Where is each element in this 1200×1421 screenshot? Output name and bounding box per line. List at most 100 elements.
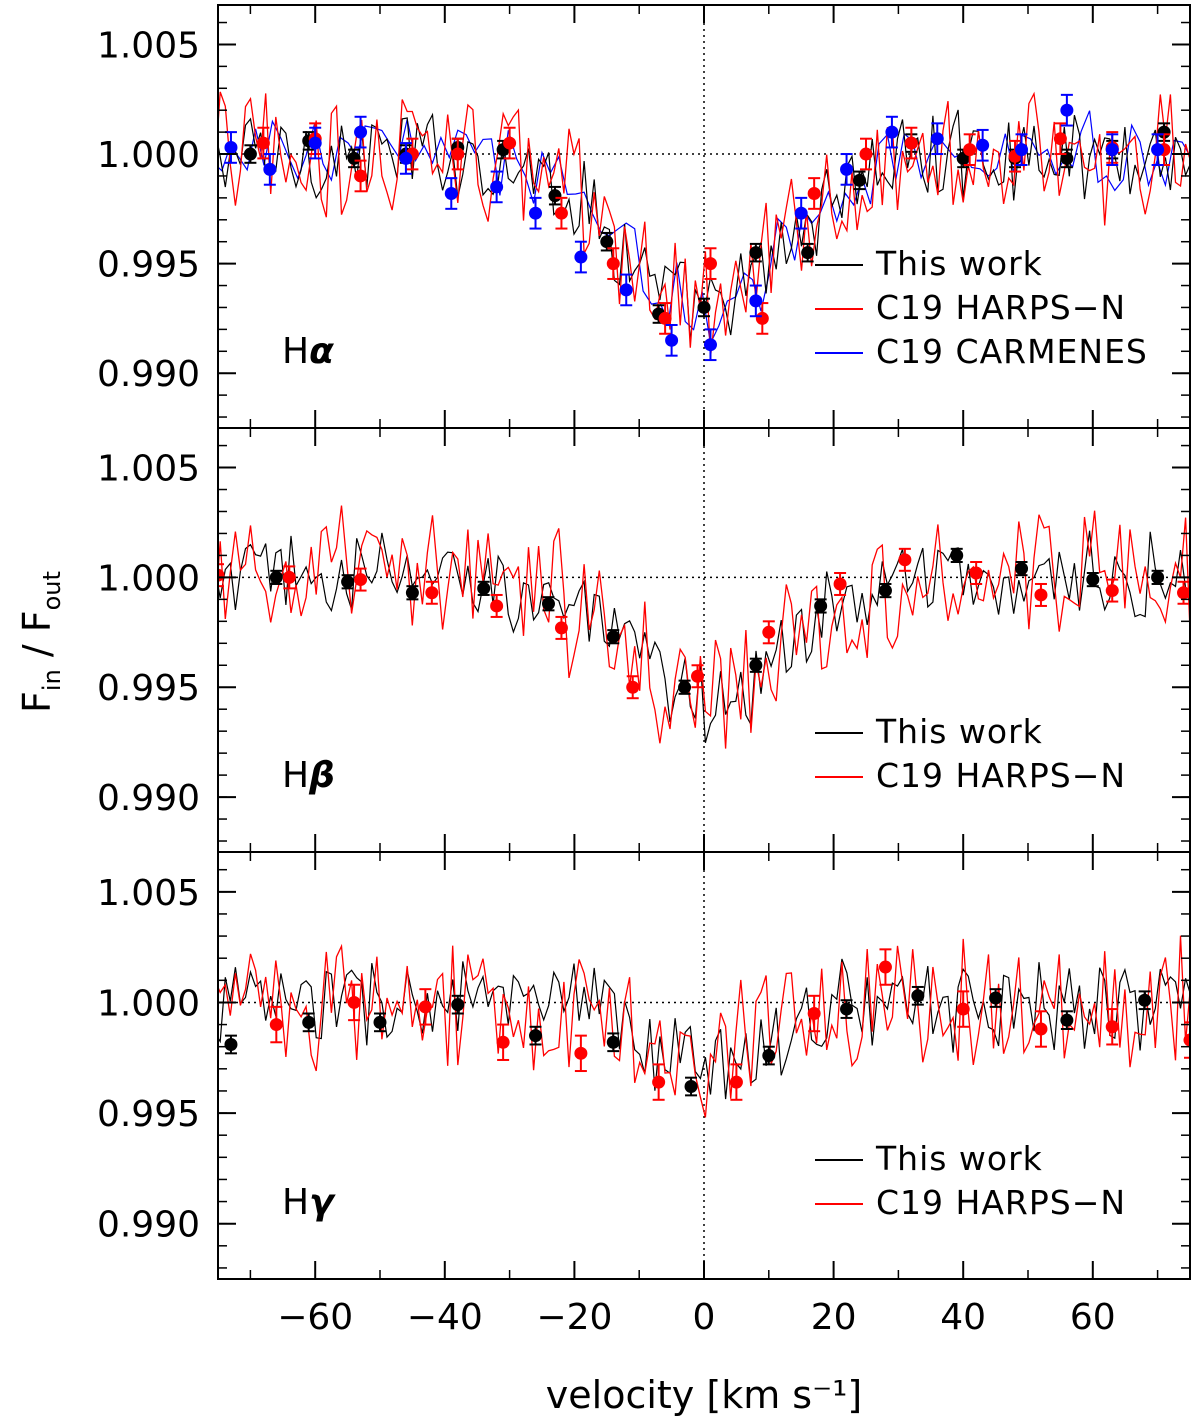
data-point-carmenes xyxy=(224,140,238,154)
data-point-harps-n xyxy=(256,136,270,150)
y-title-f2: F xyxy=(15,610,59,632)
x-tick-label: −20 xyxy=(536,1297,612,1338)
panel-label: Hγ xyxy=(282,1182,336,1223)
data-point-harps-n xyxy=(762,625,776,639)
data-point-carmenes xyxy=(840,162,854,176)
data-point-this-work xyxy=(678,680,692,694)
y-tick-label: 1.005 xyxy=(97,25,200,66)
data-point-carmenes xyxy=(529,206,543,220)
data-point-harps-n xyxy=(1053,132,1067,146)
data-point-carmenes xyxy=(444,186,458,200)
data-point-this-work xyxy=(405,586,419,600)
data-point-harps-n xyxy=(354,169,368,183)
data-point-this-work xyxy=(1060,1013,1074,1027)
data-point-harps-n xyxy=(652,1075,666,1089)
data-point-harps-n xyxy=(833,577,847,591)
data-point-this-work xyxy=(1151,570,1165,584)
data-point-carmenes xyxy=(885,125,899,139)
data-layer xyxy=(218,91,1190,362)
data-point-this-work xyxy=(814,599,828,613)
y-tick-label: 0.990 xyxy=(97,778,200,819)
x-tick-label: −40 xyxy=(407,1297,483,1338)
panel-label-h: H xyxy=(282,331,309,372)
data-point-this-work xyxy=(840,1002,854,1016)
y-axis-title: Fin / Fout xyxy=(15,571,66,713)
data-point-harps-n xyxy=(496,1035,510,1049)
legend-entry: This work xyxy=(875,712,1043,751)
legend-entry: This work xyxy=(875,244,1043,283)
data-point-this-work xyxy=(989,991,1003,1005)
data-point-harps-n xyxy=(626,680,640,694)
spectrum-line-harps-n xyxy=(218,91,1190,358)
data-point-this-work xyxy=(1086,573,1100,587)
y-title-sep: / xyxy=(15,632,59,669)
y-tick-label: 1.005 xyxy=(97,873,200,914)
panel-h-alpha: 0.990 0.995 1.000 1.005 Hα This work C19 HARPS… xyxy=(97,4,1191,429)
data-point-this-work xyxy=(243,147,257,161)
data-point-this-work xyxy=(1015,562,1029,576)
data-point-this-work xyxy=(950,548,964,562)
data-point-this-work xyxy=(477,581,491,595)
data-point-carmenes xyxy=(930,132,944,146)
data-point-this-work xyxy=(762,1049,776,1063)
data-point-this-work xyxy=(1157,125,1171,139)
data-point-carmenes xyxy=(1015,143,1029,157)
y-title-sub2: out xyxy=(38,571,66,610)
data-point-this-work xyxy=(749,246,763,260)
data-point-this-work xyxy=(1138,993,1152,1007)
data-point-harps-n xyxy=(1034,588,1048,602)
data-point-harps-n xyxy=(503,136,517,150)
data-point-harps-n xyxy=(218,568,225,582)
data-point-carmenes xyxy=(665,333,679,347)
data-point-harps-n xyxy=(807,186,821,200)
data-point-this-work xyxy=(684,1080,698,1094)
panel-h-beta: 0.990 0.995 1.000 1.005 Hβ This work C19 HARPS… xyxy=(97,427,1191,853)
data-point-carmenes xyxy=(703,338,717,352)
spectrum-line-this-work xyxy=(218,530,1190,743)
data-point-harps-n xyxy=(898,553,912,567)
data-point-harps-n xyxy=(703,257,717,271)
data-point-harps-n xyxy=(1177,586,1190,600)
y-tick-label: 1.000 xyxy=(97,983,200,1024)
data-point-this-work xyxy=(606,1035,620,1049)
data-point-harps-n xyxy=(451,147,465,161)
panel-label: Hβ xyxy=(282,755,335,796)
data-point-this-work xyxy=(911,989,925,1003)
y-tick-label: 1.000 xyxy=(97,558,200,599)
panel-label-greek: β xyxy=(308,755,335,796)
y-title-sub1: in xyxy=(38,669,66,691)
legend-entry: C19 HARPS−N xyxy=(876,288,1126,327)
data-point-this-work xyxy=(697,300,711,314)
data-point-harps-n xyxy=(425,586,439,600)
data-point-carmenes xyxy=(976,138,990,152)
data-point-harps-n xyxy=(878,960,892,974)
data-point-harps-n xyxy=(963,143,977,157)
data-point-this-work xyxy=(541,597,555,611)
spectrum-line-harps-n xyxy=(218,935,1190,1118)
data-point-harps-n xyxy=(904,136,918,150)
data-point-this-work xyxy=(224,1037,238,1051)
data-point-this-work xyxy=(347,151,361,165)
data-point-this-work xyxy=(341,575,355,589)
data-point-this-work xyxy=(853,173,867,187)
y-tick-label: 1.000 xyxy=(97,135,200,176)
data-point-harps-n xyxy=(691,669,705,683)
data-point-harps-n xyxy=(755,311,769,325)
x-tick-label: 20 xyxy=(811,1297,857,1338)
data-point-harps-n xyxy=(859,147,873,161)
data-point-carmenes xyxy=(794,206,808,220)
y-tick-label: 1.005 xyxy=(97,449,200,490)
panel-label-greek: γ xyxy=(309,1182,336,1223)
panel-h-gamma: 0.990 0.995 1.000 1.005 Hγ This work C19 HARPS… xyxy=(97,851,1191,1280)
data-point-harps-n xyxy=(1105,1020,1119,1034)
data-point-this-work xyxy=(451,998,465,1012)
y-tick-label: 0.990 xyxy=(97,354,200,395)
data-point-harps-n xyxy=(969,566,983,580)
y-tick-label: 0.990 xyxy=(97,1205,200,1246)
data-point-harps-n xyxy=(282,570,296,584)
data-point-harps-n xyxy=(1183,1033,1190,1047)
data-point-carmenes xyxy=(354,125,368,139)
legend-entry: C19 HARPS−N xyxy=(876,1183,1126,1222)
data-point-this-work xyxy=(878,584,892,598)
